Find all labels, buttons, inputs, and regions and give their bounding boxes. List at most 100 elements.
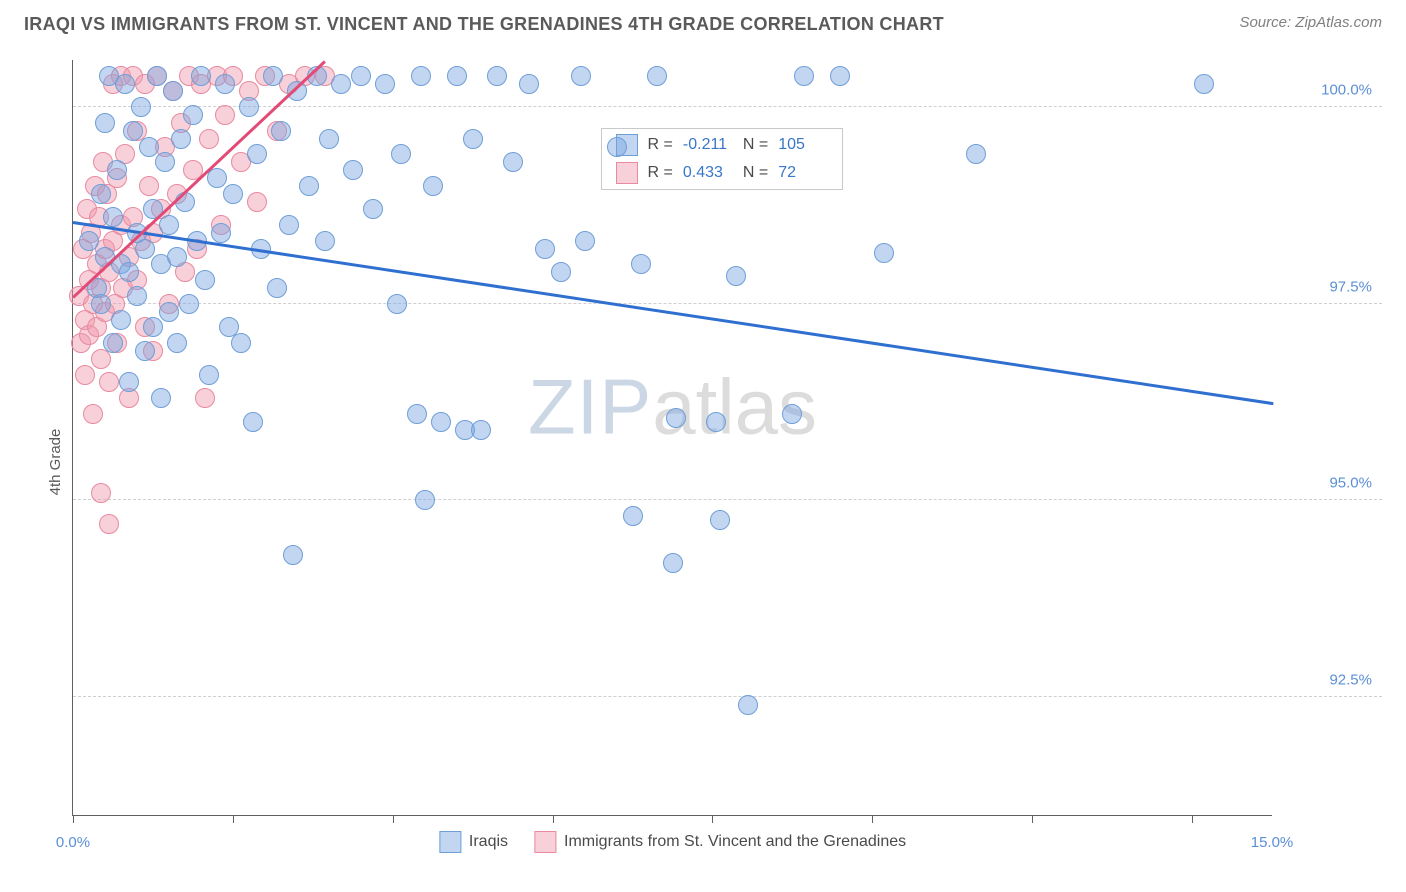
marker-blue xyxy=(375,74,395,94)
marker-blue xyxy=(1194,74,1214,94)
marker-blue xyxy=(247,144,267,164)
marker-blue xyxy=(487,66,507,86)
marker-blue xyxy=(167,333,187,353)
marker-blue xyxy=(575,231,595,251)
marker-blue xyxy=(551,262,571,282)
n-label: N = xyxy=(743,164,768,182)
marker-blue xyxy=(127,286,147,306)
marker-blue xyxy=(207,168,227,188)
marker-blue xyxy=(431,412,451,432)
marker-blue xyxy=(155,152,175,172)
chart-container: 4th Grade ZIPatlas R = -0.211 N = 105 R … xyxy=(24,48,1382,876)
marker-pink xyxy=(99,372,119,392)
marker-blue xyxy=(830,66,850,86)
y-tick-label: 100.0% xyxy=(1321,82,1372,99)
x-tick xyxy=(73,815,74,823)
x-tick xyxy=(872,815,873,823)
marker-blue xyxy=(171,129,191,149)
marker-pink xyxy=(91,483,111,503)
marker-blue xyxy=(111,310,131,330)
y-tick-label: 97.5% xyxy=(1329,278,1372,295)
watermark-zip: ZIP xyxy=(528,363,652,451)
marker-blue xyxy=(471,420,491,440)
marker-blue xyxy=(211,223,231,243)
marker-blue xyxy=(107,160,127,180)
y-tick-label: 92.5% xyxy=(1329,672,1372,689)
marker-blue xyxy=(135,239,155,259)
marker-blue xyxy=(115,74,135,94)
marker-pink xyxy=(75,365,95,385)
marker-blue xyxy=(119,372,139,392)
marker-pink xyxy=(195,388,215,408)
marker-blue xyxy=(199,365,219,385)
watermark: ZIPatlas xyxy=(528,362,817,453)
marker-blue xyxy=(966,144,986,164)
legend-item-pink: Immigrants from St. Vincent and the Gren… xyxy=(534,831,906,853)
marker-blue xyxy=(407,404,427,424)
marker-blue xyxy=(135,341,155,361)
marker-blue xyxy=(267,278,287,298)
r-value-blue: -0.211 xyxy=(683,136,733,154)
marker-blue xyxy=(239,97,259,117)
marker-blue xyxy=(351,66,371,86)
marker-blue xyxy=(119,262,139,282)
marker-blue xyxy=(738,695,758,715)
series-legend: Iraqis Immigrants from St. Vincent and t… xyxy=(439,831,906,853)
trendline-blue xyxy=(73,221,1273,405)
marker-pink xyxy=(199,129,219,149)
x-tick-label: 0.0% xyxy=(56,834,90,851)
marker-blue xyxy=(794,66,814,86)
gridline-h xyxy=(73,696,1382,697)
n-label: N = xyxy=(743,136,768,154)
marker-blue xyxy=(535,239,555,259)
y-tick-label: 95.0% xyxy=(1329,475,1372,492)
x-tick xyxy=(553,815,554,823)
marker-blue xyxy=(571,66,591,86)
gridline-h xyxy=(73,106,1382,107)
marker-blue xyxy=(167,247,187,267)
marker-blue xyxy=(95,113,115,133)
r-value-pink: 0.433 xyxy=(683,164,733,182)
marker-blue xyxy=(315,231,335,251)
correlation-row-pink: R = 0.433 N = 72 xyxy=(602,159,843,187)
swatch-pink xyxy=(616,162,638,184)
marker-blue xyxy=(91,184,111,204)
marker-blue xyxy=(782,404,802,424)
swatch-pink-icon xyxy=(534,831,556,853)
swatch-blue-icon xyxy=(439,831,461,853)
marker-blue xyxy=(283,545,303,565)
marker-blue xyxy=(159,215,179,235)
marker-blue xyxy=(79,231,99,251)
marker-blue xyxy=(131,97,151,117)
marker-pink xyxy=(83,404,103,424)
marker-blue xyxy=(103,333,123,353)
marker-blue xyxy=(391,144,411,164)
marker-blue xyxy=(123,121,143,141)
marker-blue xyxy=(503,152,523,172)
legend-label-pink: Immigrants from St. Vincent and the Gren… xyxy=(564,833,906,851)
marker-blue xyxy=(710,510,730,530)
marker-blue xyxy=(411,66,431,86)
x-tick xyxy=(233,815,234,823)
gridline-h xyxy=(73,303,1382,304)
marker-blue xyxy=(663,553,683,573)
chart-source: Source: ZipAtlas.com xyxy=(1239,14,1382,31)
marker-pink xyxy=(215,105,235,125)
marker-blue xyxy=(215,74,235,94)
marker-blue xyxy=(299,176,319,196)
marker-blue xyxy=(666,408,686,428)
marker-blue xyxy=(179,294,199,314)
marker-blue xyxy=(331,74,351,94)
marker-blue xyxy=(647,66,667,86)
marker-blue xyxy=(706,412,726,432)
marker-blue xyxy=(175,192,195,212)
x-tick-label: 15.0% xyxy=(1251,834,1294,851)
marker-blue xyxy=(279,215,299,235)
x-tick xyxy=(393,815,394,823)
marker-blue xyxy=(363,199,383,219)
x-tick xyxy=(1192,815,1193,823)
x-tick xyxy=(1032,815,1033,823)
plot-area: ZIPatlas R = -0.211 N = 105 R = 0.433 N … xyxy=(72,60,1272,816)
marker-blue xyxy=(607,137,627,157)
x-tick xyxy=(712,815,713,823)
